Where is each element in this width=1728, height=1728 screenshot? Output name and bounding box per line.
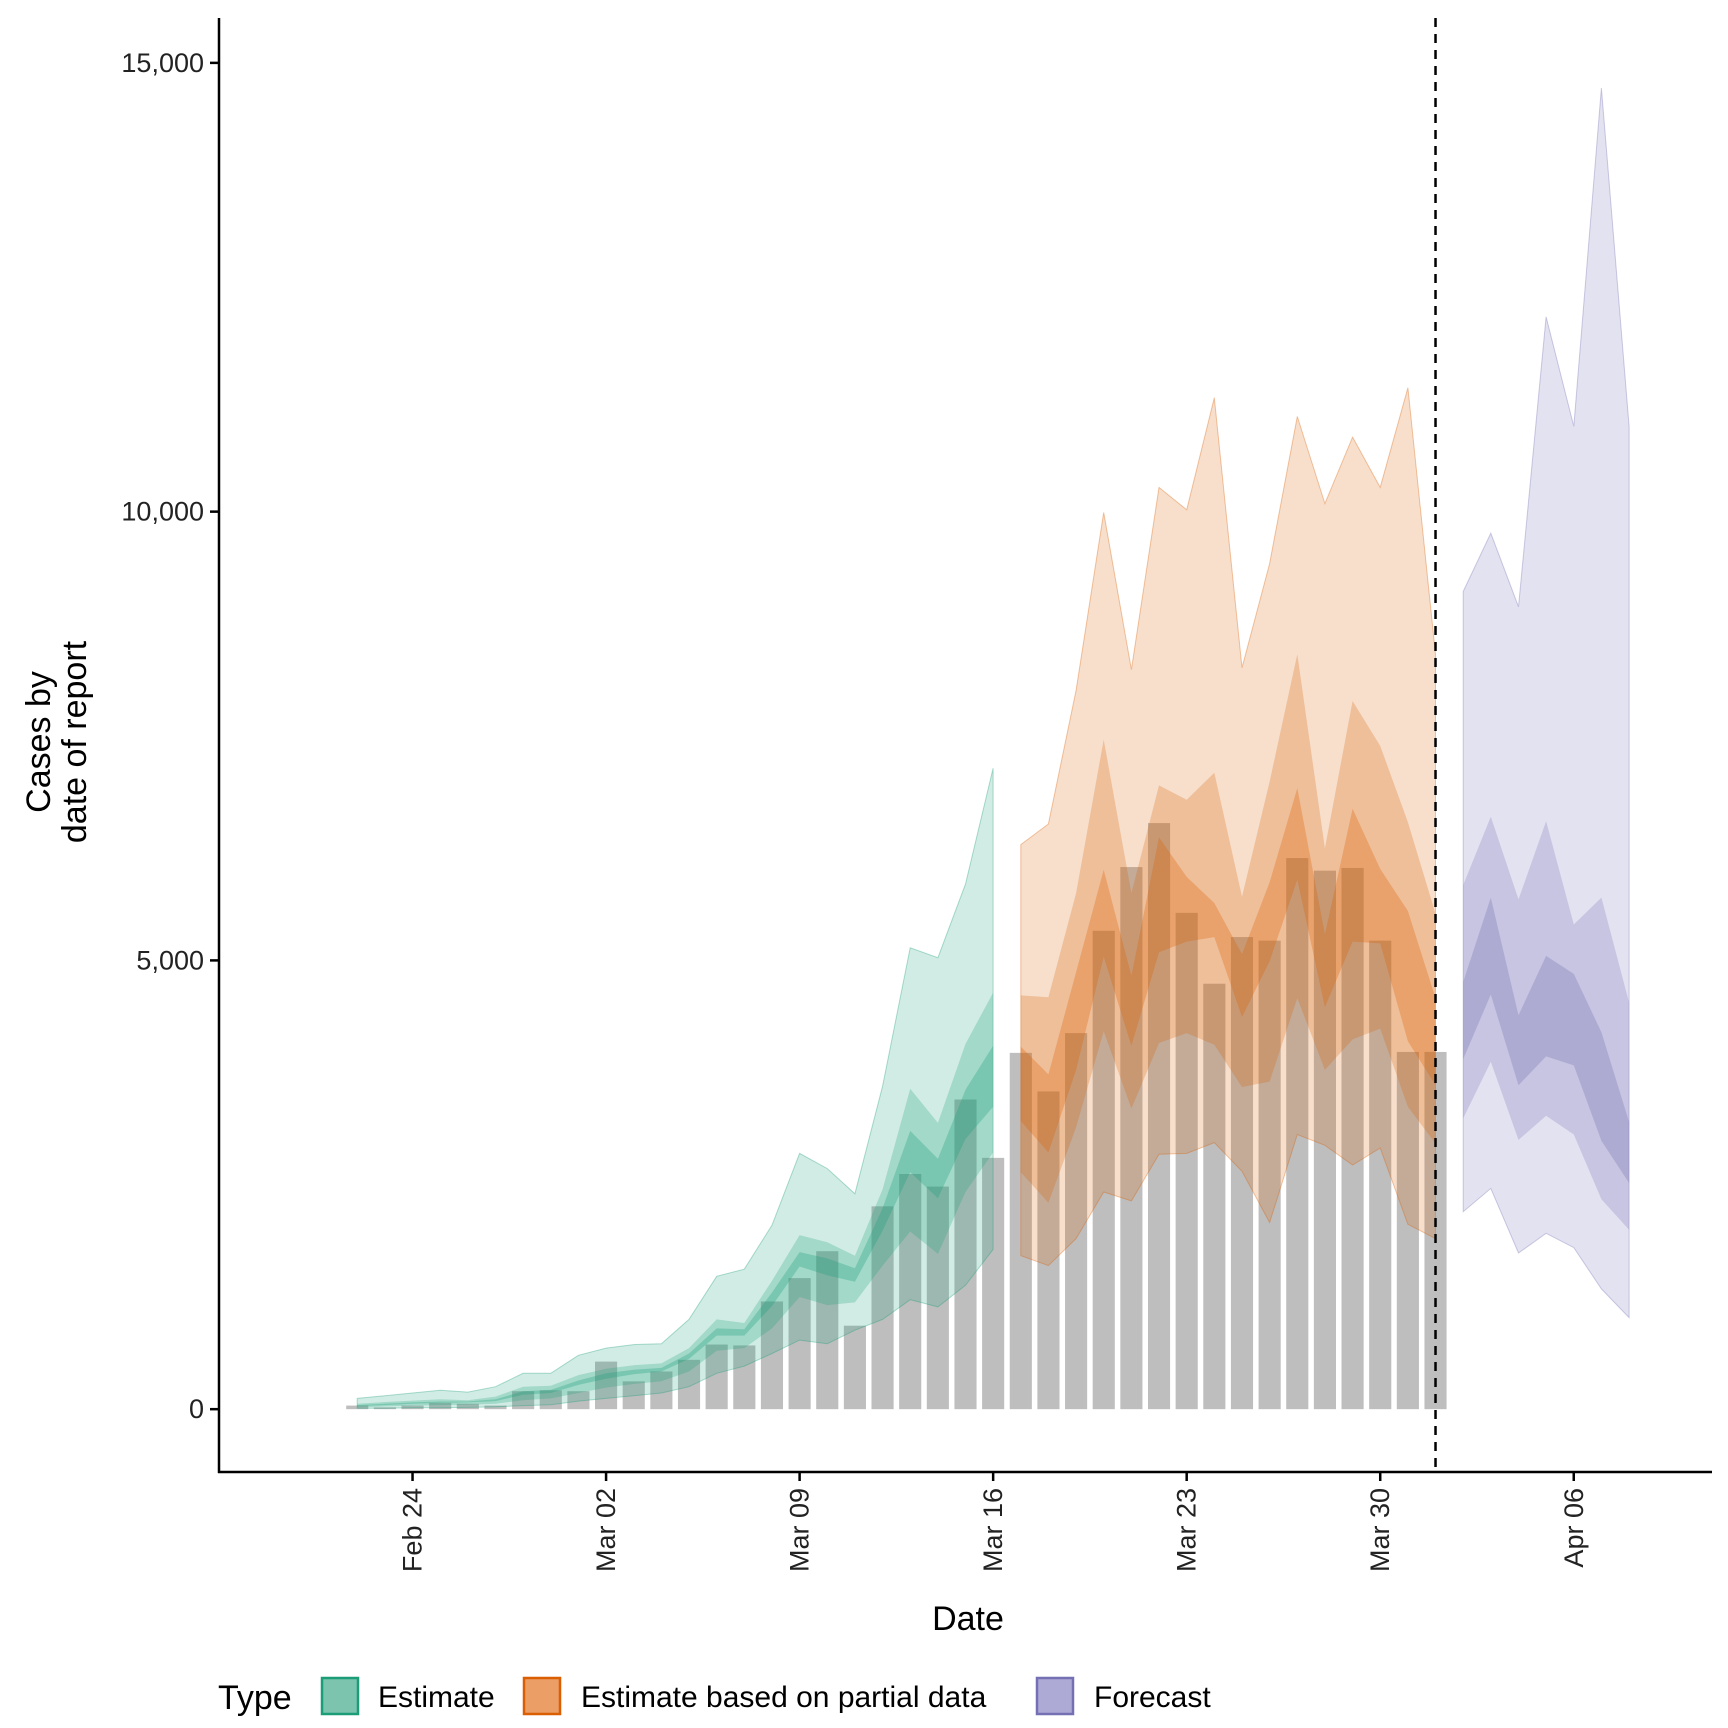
ribbon-partial-upper50 — [1020, 654, 1436, 1203]
case-bar — [982, 1157, 1005, 1410]
y-tick-label: 5,000 — [136, 945, 204, 975]
x-tick-label: Apr 06 — [1559, 1488, 1589, 1568]
y-axis-title-line-1: Cases by — [20, 671, 58, 813]
case-bar — [954, 1099, 977, 1410]
legend-label-partial: Estimate based on partial data — [581, 1681, 987, 1714]
case-bar — [843, 1325, 866, 1410]
case-bar — [1203, 983, 1226, 1410]
case-bar — [1286, 858, 1309, 1410]
legend-title: Type — [218, 1679, 292, 1717]
case-bar — [1009, 1052, 1032, 1410]
case-bar — [1424, 1051, 1447, 1410]
case-bar — [401, 1405, 424, 1410]
case-bars — [346, 823, 1447, 1410]
case-bar — [595, 1361, 618, 1410]
legend: Type Estimate Estimate based on partial … — [218, 1676, 1211, 1717]
y-axis-title-line-2: date of report — [56, 640, 94, 843]
case-bar — [1065, 1033, 1088, 1410]
case-bar — [567, 1391, 590, 1410]
case-bar — [1092, 930, 1115, 1410]
y-ticks: 0 5,000 10,000 15,000 — [121, 48, 219, 1424]
case-bar — [346, 1405, 369, 1410]
case-bar — [1313, 870, 1336, 1410]
case-bar — [677, 1359, 701, 1410]
case-bar — [512, 1391, 535, 1410]
case-bar — [539, 1390, 562, 1410]
x-tick-label: Mar 16 — [978, 1488, 1008, 1572]
case-bar — [705, 1344, 728, 1410]
case-bar — [1341, 867, 1364, 1410]
case-bar — [456, 1403, 479, 1410]
case-bar — [816, 1251, 839, 1410]
case-bar — [760, 1301, 784, 1410]
ribbon-partial-upper20 — [1020, 788, 1436, 1153]
x-tick-label: Feb 24 — [398, 1488, 428, 1572]
case-bar — [650, 1371, 673, 1410]
legend-key-estimate — [320, 1676, 360, 1716]
case-bar — [1147, 823, 1171, 1410]
legend-key-partial — [522, 1676, 562, 1716]
x-axis-title: Date — [932, 1600, 1004, 1638]
y-tick-label: 10,000 — [121, 497, 204, 527]
ribbon-forecast-upper90 — [1462, 87, 1630, 1319]
case-bar — [1037, 1091, 1060, 1410]
ribbon-estimate-upper50 — [357, 992, 994, 1408]
case-bar — [871, 1206, 894, 1410]
x-tick-label: Mar 09 — [785, 1488, 815, 1572]
case-bar — [788, 1278, 811, 1410]
case-bar — [1258, 940, 1281, 1410]
legend-label-estimate: Estimate — [378, 1681, 495, 1714]
case-bar — [1230, 937, 1254, 1410]
ribbon-estimate-upper90 — [356, 768, 994, 1409]
x-tick-label: Mar 23 — [1172, 1488, 1202, 1572]
ribbons — [356, 87, 1630, 1409]
case-bar — [1369, 940, 1392, 1410]
case-bar — [1175, 912, 1198, 1410]
case-bar — [484, 1405, 507, 1410]
case-bar — [622, 1381, 645, 1410]
x-ticks: Feb 24 Mar 02 Mar 09 Mar 16 Mar 23 Mar 30 Apr … — [398, 1472, 1589, 1572]
case-bar — [429, 1402, 452, 1410]
y-tick-label: 0 — [189, 1394, 204, 1424]
legend-key-forecast — [1035, 1676, 1075, 1716]
case-bar — [1120, 867, 1143, 1410]
case-bar — [733, 1345, 756, 1410]
y-tick-label: 15,000 — [121, 48, 204, 78]
case-bar — [926, 1186, 949, 1410]
legend-label-forecast: Forecast — [1094, 1681, 1211, 1714]
x-tick-label: Mar 30 — [1365, 1488, 1395, 1572]
x-tick-label: Mar 02 — [591, 1488, 621, 1572]
case-bar — [899, 1174, 922, 1410]
case-bar — [1396, 1051, 1419, 1410]
ribbon-forecast-upper20 — [1463, 897, 1630, 1183]
case-bar — [373, 1407, 396, 1410]
ribbon-forecast-upper50 — [1463, 816, 1630, 1230]
